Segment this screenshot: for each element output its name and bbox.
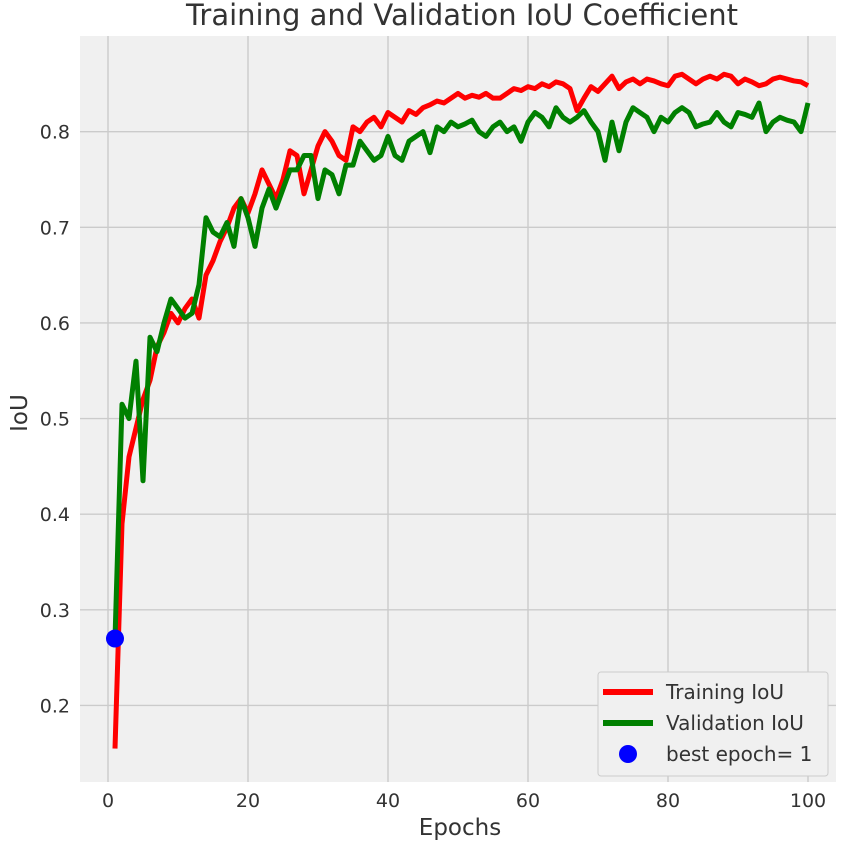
training-iou-series-line	[112, 71, 810, 749]
y-tick-label: 0.4	[40, 504, 70, 526]
grid-layer	[80, 36, 836, 782]
x-tick-label: 60	[516, 790, 540, 812]
plot-background	[80, 36, 836, 782]
x-tick-label: 0	[102, 790, 114, 812]
y-tick-label: 0.8	[40, 122, 70, 144]
y-tick-label: 0.6	[40, 313, 70, 335]
tick-layer: 0 20 40 60 80 100 0.2 0.3 0.4 0.5 0.6 0.7 0.8	[40, 122, 826, 812]
x-tick-label: 80	[656, 790, 680, 812]
y-tick-label: 0.2	[40, 695, 70, 717]
y-tick-label: 0.5	[40, 409, 70, 431]
chart-title: Training and Validation IoU Coefficient	[185, 0, 738, 32]
legend-label-best-epoch: best epoch= 1	[666, 742, 812, 766]
x-tick-label: 20	[236, 790, 260, 812]
legend-box	[597, 671, 829, 777]
legend: Training IoU Validation IoU best epoch= …	[597, 671, 829, 777]
x-axis-label: Epochs	[419, 815, 501, 841]
y-tick-label: 0.3	[40, 600, 70, 622]
points-layer	[106, 629, 124, 648]
best-epoch-point	[106, 629, 124, 648]
x-tick-label: 100	[790, 790, 826, 812]
y-tick-label: 0.7	[40, 217, 70, 239]
legend-label-training: Training IoU	[665, 680, 784, 704]
legend-label-validation: Validation IoU	[666, 711, 804, 735]
series-layer	[112, 71, 811, 749]
y-axis-label: IoU	[7, 394, 33, 432]
validation-iou-series-line	[112, 100, 811, 639]
legend-swatch-best-epoch	[619, 745, 637, 763]
x-tick-label: 40	[376, 790, 400, 812]
